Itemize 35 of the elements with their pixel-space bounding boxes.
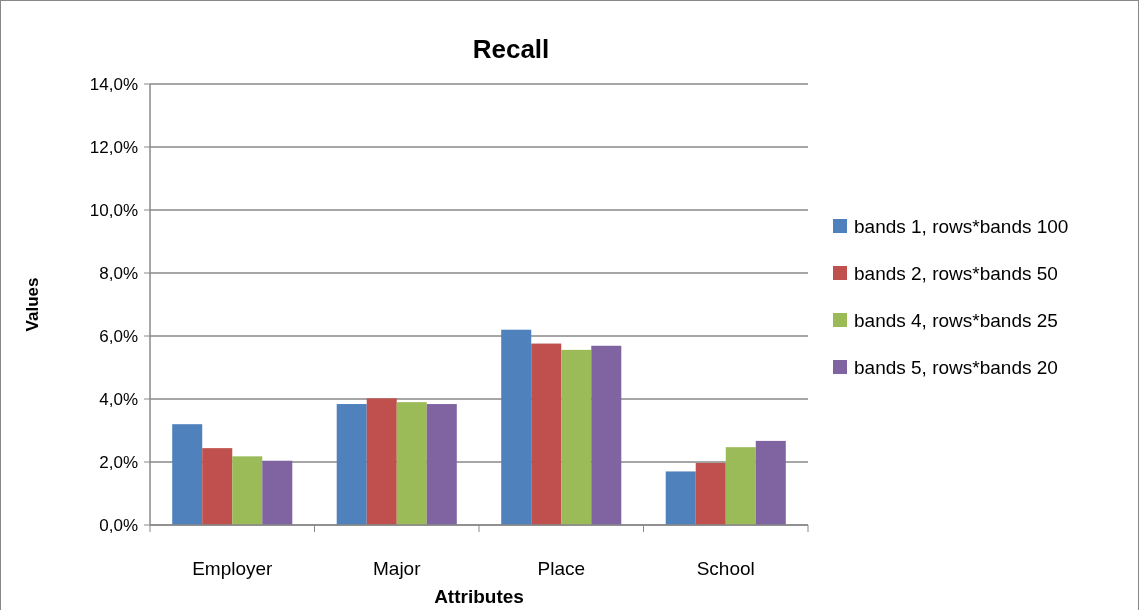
y-tick-label: 14,0%: [89, 74, 138, 94]
legend-label: bands 1, rows*bands 100: [854, 215, 1069, 237]
y-tick-label: 12,0%: [89, 137, 138, 157]
bar: [202, 448, 233, 525]
bar: [262, 460, 293, 525]
bar: [561, 349, 592, 525]
x-tick-label: Place: [537, 558, 586, 579]
bar: [665, 471, 696, 525]
x-axis-title: Attributes: [434, 586, 524, 607]
x-tick-label: School: [696, 558, 755, 579]
bar: [695, 462, 726, 525]
bar: [755, 440, 786, 525]
y-tick-label: 10,0%: [89, 200, 138, 220]
legend-label: bands 5, rows*bands 20: [854, 356, 1058, 378]
y-axis-title: Values: [23, 277, 42, 332]
bar: [591, 345, 622, 525]
y-tick-label: 2,0%: [99, 452, 138, 472]
legend-label: bands 4, rows*bands 25: [854, 309, 1058, 331]
y-tick-label: 0,0%: [99, 515, 138, 535]
chart-title: Recall: [472, 34, 550, 64]
bar: [531, 343, 562, 525]
x-tick-label: Major: [372, 558, 422, 579]
legend-label: bands 2, rows*bands 50: [854, 262, 1058, 284]
x-tick-label: Employer: [192, 558, 274, 579]
bar: [396, 402, 427, 525]
y-tick-label: 8,0%: [99, 263, 138, 283]
bar: [366, 398, 397, 525]
bar: [336, 404, 367, 525]
bar: [232, 456, 263, 525]
bar: [172, 424, 203, 525]
bar: [725, 447, 756, 525]
bar: [501, 329, 532, 525]
bar: [426, 404, 457, 525]
y-tick-label: 4,0%: [99, 389, 138, 409]
y-tick-label: 6,0%: [99, 326, 138, 346]
